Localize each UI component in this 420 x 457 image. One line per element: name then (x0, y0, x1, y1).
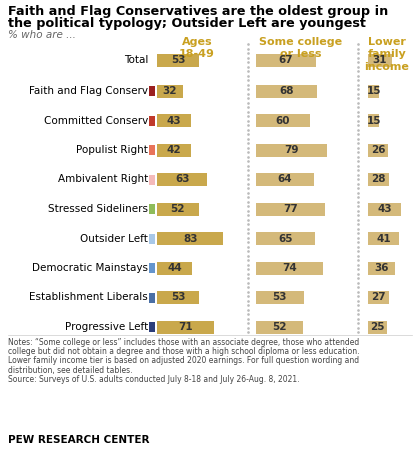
Text: 43: 43 (377, 204, 392, 214)
Bar (149, 322, 155, 332)
Text: Faith and Flag Conservatives are the oldest group in: Faith and Flag Conservatives are the old… (8, 5, 388, 18)
Bar (157, 143, 191, 156)
Bar (368, 173, 389, 186)
Text: 25: 25 (370, 322, 385, 332)
Text: Ambivalent Right: Ambivalent Right (58, 175, 148, 185)
Text: 36: 36 (375, 263, 389, 273)
Bar (256, 53, 316, 67)
Bar (149, 292, 155, 303)
Text: the political typology; Outsider Left are youngest: the political typology; Outsider Left ar… (8, 17, 366, 30)
Bar (149, 263, 155, 273)
Text: Notes: “Some college or less” includes those with an associate degree, those who: Notes: “Some college or less” includes t… (8, 338, 359, 347)
Bar (157, 320, 214, 334)
Text: 15: 15 (366, 116, 381, 126)
Text: 68: 68 (279, 86, 294, 96)
Bar (157, 85, 183, 97)
Text: 53: 53 (171, 55, 186, 65)
Bar (149, 204, 155, 214)
Text: Lower
family
income: Lower family income (365, 37, 410, 72)
Bar (256, 232, 315, 245)
Text: Outsider Left: Outsider Left (80, 234, 148, 244)
Text: 15: 15 (366, 86, 381, 96)
Bar (157, 291, 200, 304)
Text: Progressive Left: Progressive Left (65, 322, 148, 332)
Text: 31: 31 (373, 55, 387, 65)
Bar (256, 143, 327, 156)
Text: % who are ...: % who are ... (8, 30, 76, 40)
Text: 42: 42 (166, 145, 181, 155)
Bar (256, 261, 323, 275)
Text: Populist Right: Populist Right (76, 145, 148, 155)
Bar (368, 143, 388, 156)
Text: Some college
or less: Some college or less (260, 37, 343, 59)
Text: 44: 44 (167, 263, 182, 273)
Text: 60: 60 (276, 116, 290, 126)
Text: 41: 41 (376, 234, 391, 244)
Text: 64: 64 (278, 175, 292, 185)
Bar (157, 114, 192, 127)
Bar (157, 53, 200, 67)
Text: 79: 79 (284, 145, 299, 155)
Text: Stressed Sideliners: Stressed Sideliners (48, 204, 148, 214)
Bar (368, 85, 379, 97)
Bar (368, 320, 387, 334)
Bar (157, 202, 199, 216)
Bar (256, 320, 303, 334)
Bar (256, 173, 314, 186)
Bar (368, 291, 389, 304)
Bar (368, 202, 401, 216)
Text: 32: 32 (163, 86, 177, 96)
Bar (256, 114, 310, 127)
Bar (149, 175, 155, 185)
Bar (256, 291, 304, 304)
Bar (149, 234, 155, 244)
Bar (368, 114, 379, 127)
Bar (368, 53, 391, 67)
Text: Establishment Liberals: Establishment Liberals (29, 292, 148, 303)
Bar (149, 116, 155, 126)
Text: 26: 26 (370, 145, 385, 155)
Text: PEW RESEARCH CENTER: PEW RESEARCH CENTER (8, 435, 150, 445)
Text: Democratic Mainstays: Democratic Mainstays (32, 263, 148, 273)
Bar (157, 173, 207, 186)
Text: Ages
18-49: Ages 18-49 (179, 37, 215, 59)
Text: 52: 52 (171, 204, 185, 214)
Text: Faith and Flag Conserv: Faith and Flag Conserv (29, 86, 148, 96)
Text: 77: 77 (283, 204, 298, 214)
Text: 63: 63 (175, 175, 189, 185)
Bar (368, 232, 399, 245)
Bar (157, 261, 192, 275)
Bar (149, 145, 155, 155)
Bar (157, 232, 223, 245)
Text: 53: 53 (273, 292, 287, 303)
Text: Total: Total (123, 55, 148, 65)
Text: 53: 53 (171, 292, 186, 303)
Bar (256, 202, 326, 216)
Text: Lower family income tier is based on adjusted 2020 earnings. For full question w: Lower family income tier is based on adj… (8, 356, 359, 366)
Text: 52: 52 (272, 322, 286, 332)
Text: 28: 28 (371, 175, 386, 185)
Text: 67: 67 (279, 55, 294, 65)
Text: Source: Surveys of U.S. adults conducted July 8-18 and July 26-Aug. 8, 2021.: Source: Surveys of U.S. adults conducted… (8, 375, 299, 384)
Text: distribution, see detailed tables.: distribution, see detailed tables. (8, 366, 132, 375)
Text: 27: 27 (371, 292, 386, 303)
Text: 65: 65 (278, 234, 292, 244)
Text: 43: 43 (167, 116, 181, 126)
Text: 83: 83 (183, 234, 197, 244)
Bar (256, 85, 317, 97)
Bar (149, 86, 155, 96)
Bar (368, 261, 395, 275)
Text: Committed Conserv: Committed Conserv (44, 116, 148, 126)
Text: college but did not obtain a degree and those with a high school diploma or less: college but did not obtain a degree and … (8, 347, 360, 356)
Text: 74: 74 (282, 263, 297, 273)
Text: 71: 71 (178, 322, 193, 332)
